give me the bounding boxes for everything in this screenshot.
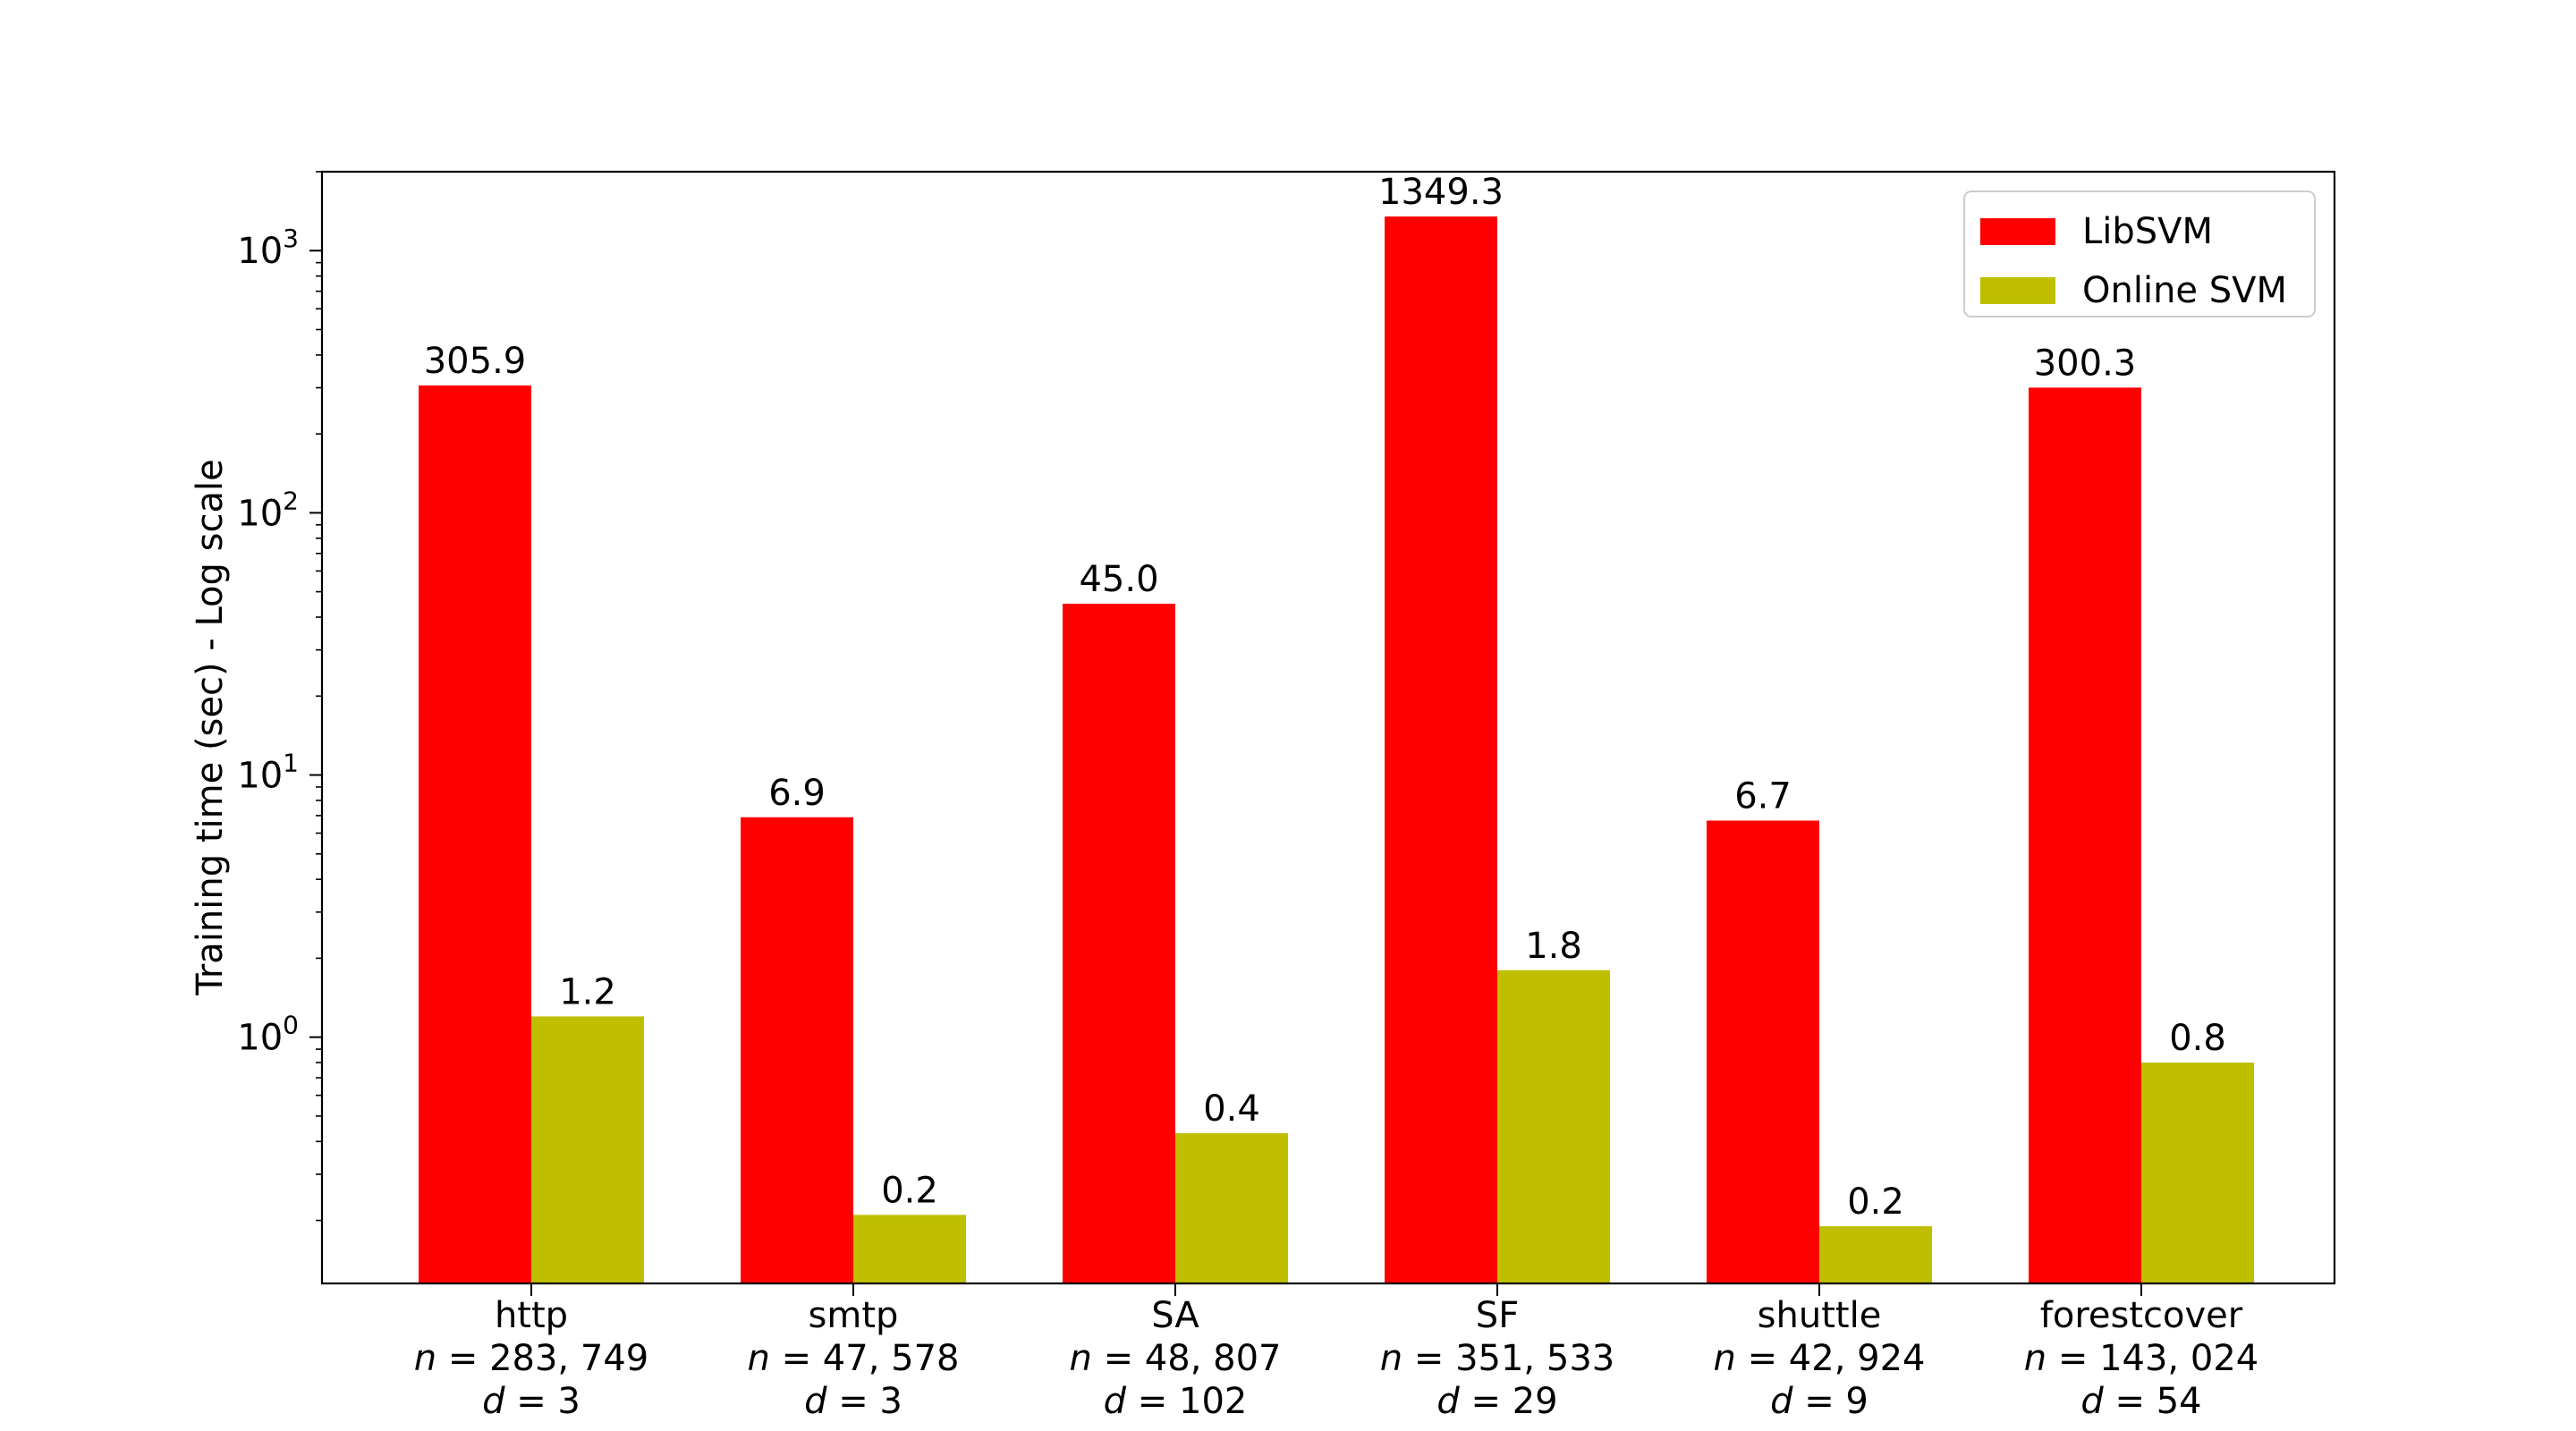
bar-libsvm-http xyxy=(419,385,531,1283)
data-label-online-svm-sf: 1.8 xyxy=(1525,926,1582,967)
x-label-n-sa: n = 48, 807 xyxy=(1070,1338,1282,1379)
legend-label-online-svm: Online SVM xyxy=(2082,270,2287,311)
x-label-d-forestcover: d = 54 xyxy=(2080,1381,2201,1422)
x-label-d-sa: d = 102 xyxy=(1104,1381,1248,1422)
data-label-libsvm-sf: 1349.3 xyxy=(1378,172,1504,213)
data-label-libsvm-sa: 45.0 xyxy=(1079,559,1158,600)
bar-libsvm-sa xyxy=(1063,604,1175,1283)
y-tick-label-0: 100 xyxy=(237,1011,299,1059)
x-label-smtp: smtp xyxy=(809,1295,899,1336)
x-label-http: http xyxy=(495,1295,568,1336)
bars-layer xyxy=(419,216,2254,1283)
x-label-d-smtp: d = 3 xyxy=(804,1381,902,1422)
y-tick-label-1: 101 xyxy=(237,749,299,797)
y-axis-title: Training time (sec) - Log scale xyxy=(190,459,231,995)
bar-online-svm-sf xyxy=(1497,970,1610,1283)
data-label-libsvm-forestcover: 300.3 xyxy=(2034,343,2137,384)
data-label-online-svm-forestcover: 0.8 xyxy=(2169,1018,2226,1059)
plot-frame xyxy=(320,170,2336,1285)
data-label-online-svm-shuttle: 0.2 xyxy=(1847,1181,1904,1223)
legend: LibSVM Online SVM xyxy=(1963,191,2316,318)
bar-libsvm-shuttle xyxy=(1707,820,1819,1283)
bar-libsvm-sf xyxy=(1385,216,1497,1283)
legend-label-libsvm: LibSVM xyxy=(2082,211,2213,252)
bar-libsvm-smtp xyxy=(741,817,853,1283)
x-label-d-sf: d = 29 xyxy=(1436,1381,1557,1422)
y-tick-label-2: 102 xyxy=(237,486,299,534)
x-label-n-shuttle: n = 42, 924 xyxy=(1714,1338,1926,1379)
bar-online-svm-sa xyxy=(1175,1133,1288,1283)
bar-labels-layer: 305.9 1.2 6.9 0.2 45.0 0.4 1349.3 1.8 6.7 0.2 300.… xyxy=(424,172,2226,1223)
bar-online-svm-http xyxy=(531,1016,644,1283)
data-label-online-svm-smtp: 0.2 xyxy=(881,1170,938,1211)
y-axis: 100 101 102 103 xyxy=(237,171,322,1222)
legend-swatch-libsvm xyxy=(1980,218,2055,245)
x-label-forestcover: forestcover xyxy=(2040,1295,2243,1336)
x-label-n-smtp: n = 47, 578 xyxy=(748,1338,960,1379)
data-label-online-svm-http: 1.2 xyxy=(559,971,616,1012)
x-label-shuttle: shuttle xyxy=(1758,1295,1882,1336)
data-label-libsvm-smtp: 6.9 xyxy=(768,773,826,814)
bar-online-svm-forestcover xyxy=(2141,1063,2254,1283)
bar-online-svm-smtp xyxy=(853,1215,966,1283)
x-label-d-shuttle: d = 9 xyxy=(1770,1381,1868,1422)
data-label-libsvm-http: 305.9 xyxy=(424,341,527,382)
bar-libsvm-forestcover xyxy=(2029,387,2141,1283)
data-label-libsvm-shuttle: 6.7 xyxy=(1734,776,1792,817)
x-label-n-sf: n = 351, 533 xyxy=(1380,1338,1614,1379)
x-label-d-http: d = 3 xyxy=(482,1381,580,1422)
x-label-sf: SF xyxy=(1476,1295,1519,1336)
y-tick-label-3: 103 xyxy=(237,224,299,272)
x-label-n-forestcover: n = 143, 024 xyxy=(2024,1338,2258,1379)
x-label-sa: SA xyxy=(1151,1295,1199,1336)
x-label-n-http: n = 283, 749 xyxy=(414,1338,648,1379)
bar-online-svm-shuttle xyxy=(1819,1226,1932,1283)
legend-swatch-online-svm xyxy=(1980,277,2055,304)
data-label-online-svm-sa: 0.4 xyxy=(1203,1088,1260,1130)
